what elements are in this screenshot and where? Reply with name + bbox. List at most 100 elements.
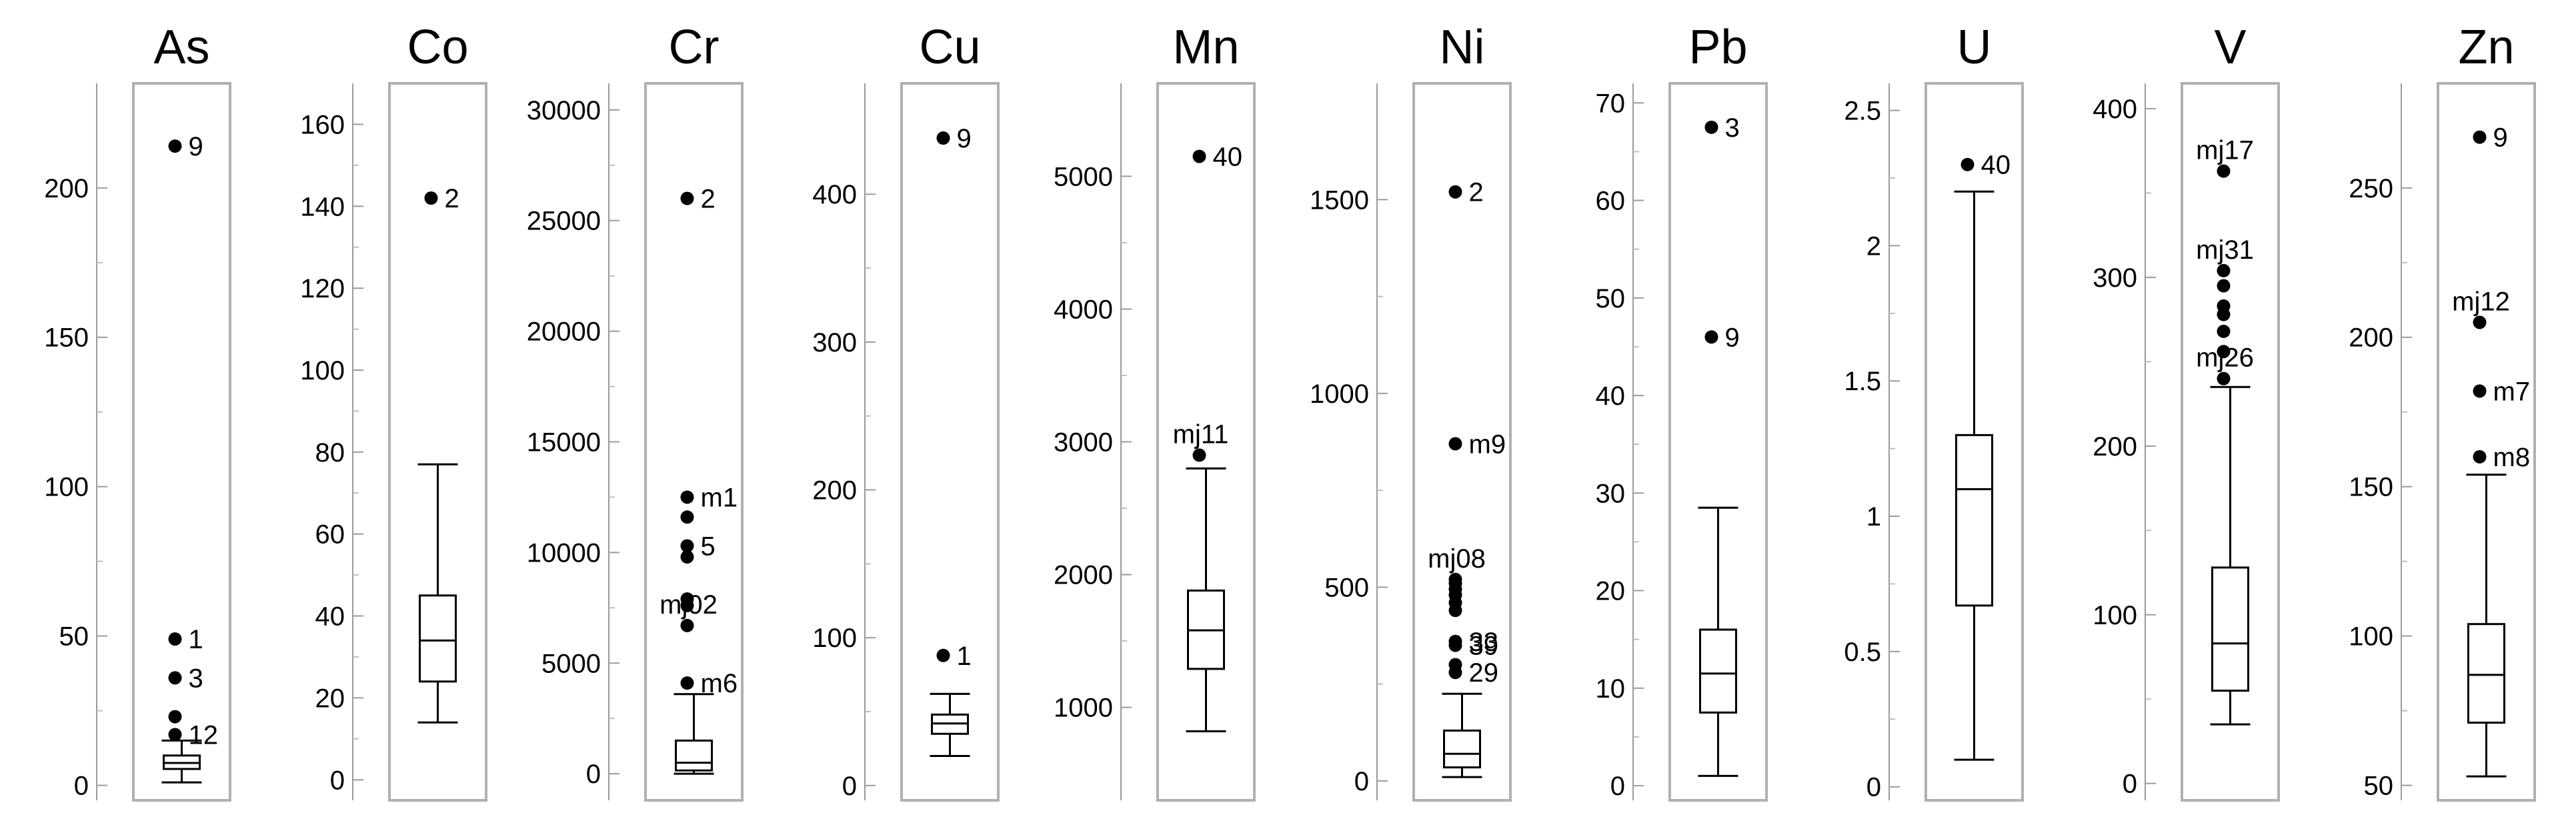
- outlier-label: m6: [701, 669, 738, 698]
- y-tick-label: 50: [2364, 772, 2394, 801]
- outlier-label: m7: [2493, 377, 2531, 406]
- y-tick-label: 60: [315, 520, 345, 550]
- y-tick-label: 0: [330, 766, 345, 795]
- panel-title: V: [2214, 21, 2246, 74]
- outlier-label: 33: [1469, 628, 1499, 657]
- panel-mn: Mn 1000 2000 3000 4000 5000 40 mj11: [1054, 21, 1256, 802]
- y-tick-label: 500: [1324, 573, 1369, 602]
- y-tick-label: 160: [300, 110, 345, 139]
- iqr-box: [1955, 434, 1993, 607]
- y-tick-label: 0.5: [1844, 638, 1881, 667]
- y-tick-label: 2: [1866, 231, 1881, 261]
- y-tick-label: 2000: [1054, 561, 1113, 590]
- outlier-label: 29: [1469, 658, 1499, 688]
- outlier-point: [2217, 307, 2231, 321]
- y-tick-label: 0: [1354, 767, 1369, 796]
- panel-frame: [132, 82, 231, 802]
- y-tick-label: 100: [812, 624, 857, 653]
- y-tick-label: 200: [2093, 432, 2137, 462]
- outlier-point: [1961, 157, 1975, 171]
- y-tick-label: 2.5: [1844, 97, 1881, 126]
- y-tick-label: 20000: [527, 317, 601, 347]
- outlier-point: [1704, 120, 1718, 134]
- iqr-box: [419, 594, 457, 683]
- y-tick-label: 100: [2349, 622, 2393, 652]
- panel-as: As 0 50 100 150 200 9 1 3 12: [44, 21, 231, 802]
- outlier-label: 3: [1725, 113, 1740, 143]
- y-tick-label: 40: [315, 602, 345, 632]
- y-tick-label: 3000: [1054, 428, 1113, 458]
- y-tick-label: 0: [1610, 772, 1625, 801]
- outlier-point: [680, 510, 694, 524]
- iqr-box: [1699, 628, 1737, 714]
- outlier-point: [680, 539, 694, 553]
- y-tick-label: 1: [1866, 502, 1881, 532]
- outlier-point: [2217, 279, 2231, 293]
- y-tick-label: 300: [812, 328, 857, 357]
- y-tick-label: 0: [586, 760, 601, 789]
- panel-co: Co 0 20 40 60 80 100 120 140 160 2: [300, 21, 487, 802]
- outlier-point: [680, 618, 694, 632]
- outlier-label: 12: [189, 720, 219, 750]
- outlier-point: [2217, 164, 2231, 178]
- outlier-point: [1448, 638, 1462, 652]
- y-tick-label: 150: [44, 323, 89, 353]
- y-tick-label: 200: [812, 476, 857, 506]
- outlier-point: [680, 550, 694, 564]
- panel-title: Mn: [1172, 21, 1239, 74]
- outlier-label: 39: [1469, 632, 1499, 661]
- y-tick-label: 10: [1596, 674, 1626, 704]
- outlier-point: [2473, 450, 2487, 464]
- outlier-label: m8: [2493, 443, 2531, 472]
- y-tick-label: 400: [812, 180, 857, 209]
- outlier-point: [1192, 448, 1206, 462]
- outlier-label: 2: [445, 184, 459, 213]
- outlier-label: m1: [701, 483, 738, 512]
- outlier-label: mj12: [2452, 287, 2510, 316]
- outlier-label: mj11: [1173, 420, 1229, 449]
- y-tick-label: 70: [1596, 89, 1626, 118]
- panel-title: Cr: [669, 21, 720, 74]
- outlier-point: [1448, 185, 1462, 199]
- iqr-box: [2467, 623, 2505, 724]
- outlier-label: 9: [1725, 323, 1740, 352]
- panel-frame: [1668, 82, 1768, 802]
- y-tick-label: 30000: [527, 96, 601, 125]
- panel-frame: [644, 82, 744, 802]
- outlier-label: 1: [957, 642, 972, 671]
- outlier-point: [2473, 130, 2487, 144]
- outlier-point: [1704, 330, 1718, 344]
- panel-frame: [2181, 82, 2280, 802]
- panel-title: Zn: [2458, 21, 2514, 74]
- panel-frame: [1924, 82, 2024, 802]
- y-tick-label: 1000: [1054, 694, 1113, 723]
- y-tick-label: 400: [2093, 95, 2137, 124]
- y-tick-label: 200: [2349, 323, 2393, 353]
- panel-cu: Cu 0 100 200 300 400 9 1: [812, 21, 1000, 802]
- y-tick-label: 1500: [1310, 185, 1369, 215]
- panel-zn: Zn 50 100 150 200 250 9 mj12 m7 m8: [2349, 21, 2536, 802]
- outlier-label: mj31: [2196, 235, 2254, 265]
- outlier-label: 40: [1981, 151, 2011, 180]
- y-tick-label: 0: [74, 772, 89, 801]
- outlier-point: [2217, 345, 2231, 359]
- y-tick-label: 100: [44, 473, 89, 502]
- outlier-point: [168, 710, 182, 724]
- outlier-point: [936, 131, 950, 145]
- outlier-point: [1448, 437, 1462, 451]
- y-tick-label: 60: [1596, 187, 1626, 216]
- y-tick-label: 50: [1596, 284, 1626, 313]
- outlier-point: [680, 599, 694, 613]
- y-tick-label: 20: [1596, 577, 1626, 606]
- outlier-label: 5: [701, 532, 716, 561]
- outlier-label: 3: [189, 664, 203, 693]
- outlier-label: 2: [701, 185, 716, 214]
- outlier-point: [2217, 263, 2231, 277]
- y-tick-label: 0: [1866, 773, 1881, 802]
- y-tick-label: 120: [300, 274, 345, 303]
- outlier-point: [1192, 149, 1206, 163]
- y-tick-label: 30: [1596, 479, 1626, 508]
- y-tick-label: 150: [2349, 473, 2393, 502]
- outlier-label: 1: [189, 625, 203, 654]
